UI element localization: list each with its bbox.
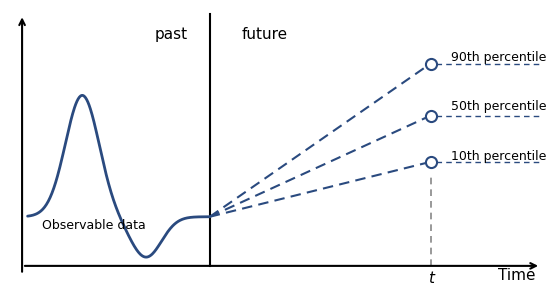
Text: 10th percentile: 10th percentile xyxy=(451,150,546,162)
Text: past: past xyxy=(155,27,188,42)
Text: Time: Time xyxy=(498,268,535,283)
Text: 50th percentile: 50th percentile xyxy=(451,101,546,113)
Text: 90th percentile: 90th percentile xyxy=(451,51,546,64)
Text: t: t xyxy=(428,271,433,286)
Text: future: future xyxy=(242,27,288,42)
Text: Observable data: Observable data xyxy=(42,219,146,232)
